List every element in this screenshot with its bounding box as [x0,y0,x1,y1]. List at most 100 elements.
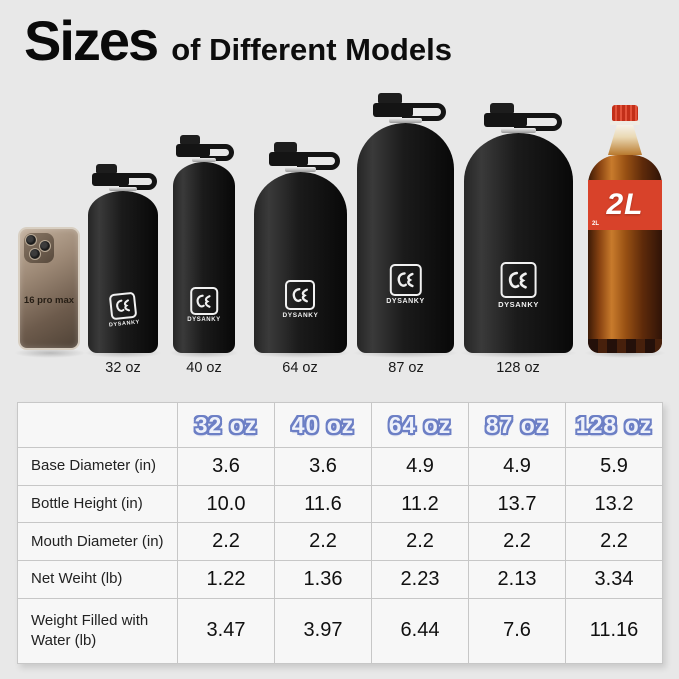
cell-value: 3.6 [177,447,275,486]
cell-value: 13.7 [468,484,566,524]
table-row: Mouth Diameter (in) 2.2 2.2 2.2 2.2 2.2 [17,522,663,562]
spec-header-40oz: 40 oz [274,402,372,448]
spec-header-32oz: 32 oz [177,402,275,448]
cell-value: 2.23 [371,560,469,599]
cell-value: 10.0 [177,484,275,524]
row-label-net-weight: Net Weiht (lb) [17,560,178,599]
spec-header-87oz: 87 oz [468,402,566,448]
cell-value: 11.6 [274,484,372,524]
page-title: Sizes of Different Models [24,8,452,73]
brand-mark: DYSANKY [106,291,140,329]
bottle-cap-handle [296,152,340,170]
brand-mark: DYSANKY [187,287,221,323]
cell-value: 11.2 [371,484,469,524]
bottle-shadow [250,348,351,358]
cola-cap [612,105,638,121]
spec-header-empty [17,402,178,448]
bottle-shoulder [464,133,573,181]
bottle-size-caption: 40 oz [186,360,222,376]
camera-lens-icon [25,234,37,246]
cell-value: 13.2 [565,484,663,524]
table-row: Net Weiht (lb) 1.22 1.36 2.23 2.13 3.34 [17,560,663,599]
bottle-128oz: DYSANKY [464,103,573,353]
cell-value: 3.47 [177,597,275,665]
table-row: Base Diameter (in) 3.6 3.6 4.9 4.9 5.9 [17,447,663,486]
cell-value: 1.22 [177,560,275,599]
brand-name: DYSANKY [498,300,539,309]
cola-body: 2L 2L [588,155,662,353]
cell-value: 2.2 [565,522,663,562]
bottle-size-caption: 64 oz [282,360,318,376]
bottle-shadow [84,348,162,358]
cola-2l-text: 2L [606,188,644,221]
bottle-cap-spout [490,103,515,113]
bottle-cap-handle [118,173,157,190]
table-row: Bottle Height (in) 10.0 11.6 11.2 13.7 1… [17,484,663,524]
row-label-bottle-height: Bottle Height (in) [17,484,178,524]
dysanky-logo-icon [108,291,137,321]
brand-name: DYSANKY [282,312,319,319]
bottle-cap-spout [274,142,297,152]
spec-table: 32 oz 40 oz 64 oz 87 oz 128 oz Base Diam… [17,402,663,665]
bottle-body [254,214,347,353]
cell-value: 5.9 [565,447,663,486]
spec-header-128oz: 128 oz [565,402,663,448]
bottle-cap-handle [401,103,447,121]
bottle-cap-spout [180,135,201,144]
camera-lens-icon [39,240,51,252]
table-row: Weight Filled with Water (lb) 3.47 3.97 … [17,597,663,665]
brand-name: DYSANKY [187,317,221,323]
cell-value: 3.97 [274,597,372,665]
bottle-shadow [352,348,459,358]
phone-camera-module-icon [24,233,54,263]
bottle-size-caption: 32 oz [105,360,141,376]
bottle-cap-handle [200,144,235,161]
product-scene: 16 pro max DYSANKY [0,85,679,395]
bottle-shadow [459,348,578,358]
cola-foot [588,339,662,353]
title-subtitle: of Different Models [171,32,452,67]
phone-shadow [14,348,86,358]
phone-16-pro-max: 16 pro max [18,227,80,350]
bottle-shoulder [357,123,454,169]
cola-shadow [584,348,666,358]
bottle-body [464,181,573,353]
camera-lens-icon [29,248,41,260]
cell-value: 7.6 [468,597,566,665]
cola-label-band: 2L 2L [588,180,662,230]
cell-value: 2.2 [371,522,469,562]
cell-value: 2.2 [468,522,566,562]
bottle-cap-handle [514,113,563,131]
bottle-40oz: DYSANKY [173,135,235,353]
bottle-neck-ring [109,187,137,191]
brand-mark: DYSANKY [386,264,424,305]
cola-corner-text: 2L [592,221,600,227]
bottle-size-caption: 87 oz [388,360,424,376]
cola-neck-flange [610,121,640,125]
cell-value: 6.44 [371,597,469,665]
bottle-body [357,169,454,353]
cell-value: 2.2 [274,522,372,562]
bottle-32oz: DYSANKY [88,164,158,353]
spec-header-64oz: 64 oz [371,402,469,448]
bottle-shoulder [88,191,158,215]
spec-table-header-row: 32 oz 40 oz 64 oz 87 oz 128 oz [17,402,663,448]
cell-value: 2.13 [468,560,566,599]
brand-name: DYSANKY [386,298,425,305]
dysanky-logo-icon [500,262,537,298]
bottle-neck-ring [501,128,536,133]
bottle-cap-spout [96,164,118,173]
row-label-filled-weight: Weight Filled with Water (lb) [17,597,178,665]
brand-mark: DYSANKY [283,280,319,319]
bottle-body [173,186,235,353]
cell-value: 4.9 [371,447,469,486]
bottle-shadow [169,348,239,358]
cell-value: 1.36 [274,560,372,599]
bottle-neck-ring [284,167,317,172]
phone-label: 16 pro max [23,295,75,306]
title-word-sizes: Sizes [24,9,159,72]
bottle-87oz: DYSANKY [357,93,454,353]
cell-value: 3.34 [565,560,663,599]
cell-value: 4.9 [468,447,566,486]
